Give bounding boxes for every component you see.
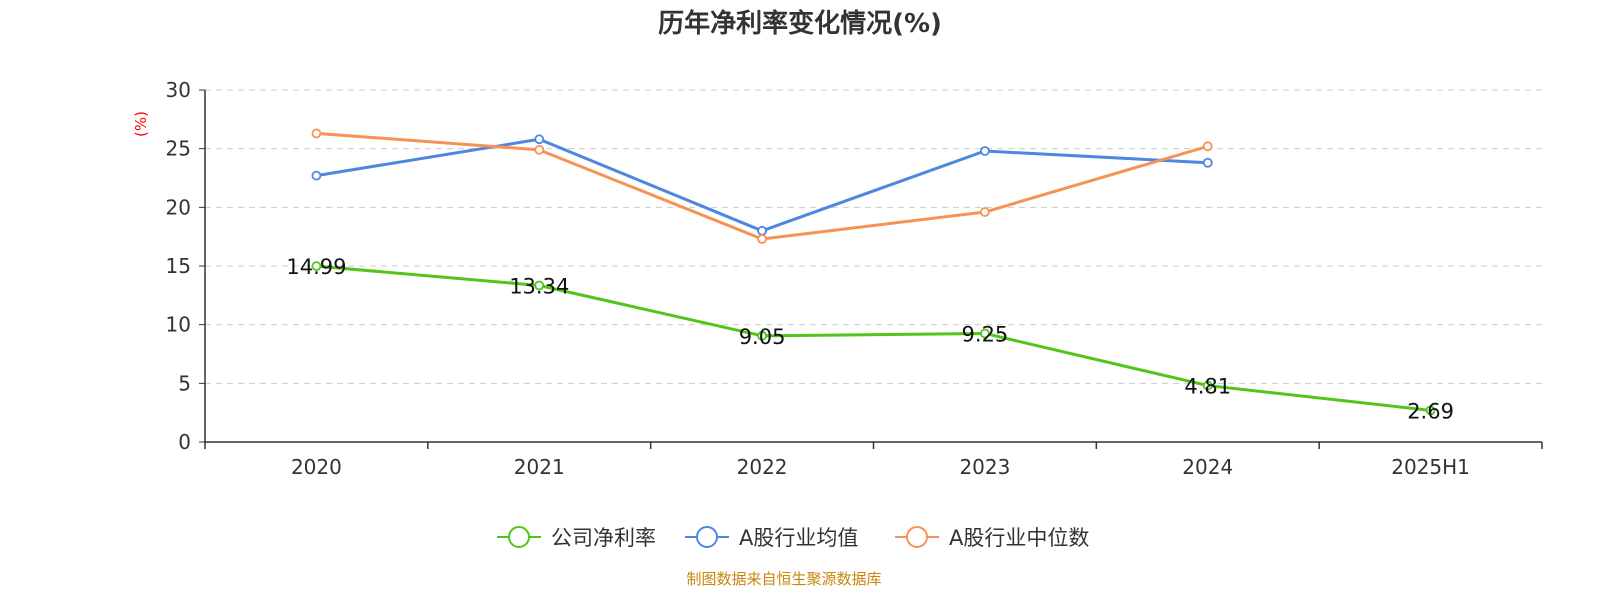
chart-title: 历年净利率变化情况(%): [658, 8, 942, 39]
legend-item-0[interactable]: 公司净利率: [497, 526, 656, 550]
data-point[interactable]: [534, 134, 545, 145]
data-point[interactable]: [311, 128, 322, 139]
data-labels: 14.99 13.34 9.05 9.25 4.81 2.69: [286, 255, 1454, 423]
legend-label: 公司净利率: [551, 526, 656, 550]
data-point[interactable]: [534, 280, 545, 291]
data-label: 4.81: [1184, 375, 1231, 399]
x-tick-label: 2023: [959, 455, 1010, 479]
series-line-0: [316, 264, 1431, 412]
data-point[interactable]: [980, 328, 990, 339]
data-point[interactable]: [757, 234, 767, 244]
legend-circle-icon: [508, 526, 530, 548]
x-tick-label: 2025H1: [1391, 455, 1470, 479]
data-point[interactable]: [980, 207, 990, 217]
data-label: 2.69: [1407, 399, 1454, 423]
data-point[interactable]: [1425, 405, 1436, 416]
x-tick-label: 2020: [291, 455, 342, 479]
data-point[interactable]: [534, 144, 545, 155]
data-label: 13.34: [509, 274, 569, 298]
legend-item-1[interactable]: A股行业均值: [685, 526, 858, 550]
data-label: 9.25: [962, 322, 1009, 346]
y-tick-label: 15: [166, 254, 191, 278]
y-tick-label: 25: [166, 137, 191, 161]
data-point[interactable]: [757, 330, 767, 341]
y-tick-label: 10: [166, 313, 191, 337]
x-tick-label: 2024: [1182, 455, 1233, 479]
y-tick-label: 5: [178, 371, 191, 395]
x-tick-label: 2021: [514, 455, 565, 479]
legend[interactable]: 公司净利率 A股行业均值 A股行业中位数: [497, 526, 1089, 550]
legend-label: A股行业均值: [739, 526, 858, 550]
data-label: 9.05: [739, 325, 786, 349]
legend-circle-icon: [696, 526, 718, 548]
series-lines: [311, 128, 1436, 416]
series-line-2: [316, 131, 1209, 241]
y-axis-unit-label: (%): [132, 111, 150, 137]
data-point[interactable]: [311, 261, 322, 272]
data-point[interactable]: [1202, 157, 1213, 168]
x-tick-label: 2022: [737, 455, 788, 479]
grid-lines: [205, 89, 1542, 384]
axes: 0 5 10 15 20 25 30 2020 2021 2022 2023 2024 2025H1: [166, 78, 1543, 479]
y-tick-label: 30: [166, 78, 191, 102]
data-point[interactable]: [311, 170, 322, 181]
y-tick-label: 0: [178, 430, 191, 454]
data-point[interactable]: [1202, 141, 1213, 152]
data-source-note: 制图数据来自恒生聚源数据库: [686, 570, 881, 588]
data-point[interactable]: [1202, 380, 1213, 391]
legend-label: A股行业中位数: [949, 526, 1089, 550]
data-label: 14.99: [286, 255, 346, 279]
data-point[interactable]: [980, 146, 990, 156]
y-tick-label: 20: [166, 195, 191, 219]
data-point[interactable]: [757, 225, 767, 236]
legend-circle-icon: [906, 526, 928, 548]
legend-item-2[interactable]: A股行业中位数: [895, 526, 1089, 550]
